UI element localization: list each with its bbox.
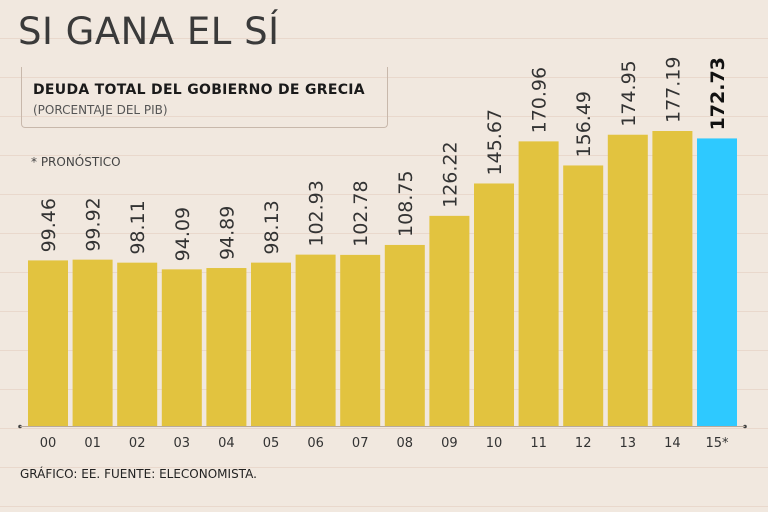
bar-15-forecast — [697, 138, 737, 426]
value-label-13: 174.95 — [618, 60, 640, 126]
bar-11 — [518, 141, 559, 427]
value-label-08: 108.75 — [395, 170, 417, 236]
value-label-14: 177.19 — [662, 57, 684, 123]
tick-label-13: 13 — [620, 436, 637, 451]
value-label-15-forecast: 172.73 — [707, 57, 729, 130]
bar-03 — [161, 269, 202, 426]
bar-04 — [206, 268, 247, 426]
bar-07 — [340, 254, 381, 426]
chart-subtitle: (PORCENTAJE DEL PIB) — [33, 103, 168, 117]
value-label-09: 126.22 — [439, 141, 461, 207]
bar-14 — [652, 131, 693, 426]
tick-label-10: 10 — [486, 436, 503, 451]
value-label-01: 99.92 — [83, 197, 105, 251]
chart-title-box — [21, 67, 388, 128]
headline: SI GANA EL SÍ — [18, 10, 280, 53]
value-label-06: 102.93 — [306, 180, 328, 246]
value-label-11: 170.96 — [529, 67, 551, 133]
tick-label-01: 01 — [84, 436, 101, 451]
value-label-10: 145.67 — [484, 109, 506, 175]
tick-label-15-forecast: 15* — [705, 436, 729, 451]
value-label-00: 99.46 — [38, 198, 60, 252]
bar-13 — [607, 134, 648, 427]
value-label-04: 94.89 — [216, 206, 238, 260]
value-label-12: 156.49 — [573, 91, 595, 157]
tick-label-14: 14 — [664, 436, 681, 451]
tick-label-03: 03 — [174, 436, 191, 451]
tick-label-08: 08 — [397, 436, 414, 451]
chart-value-labels: 99.46 99.92 98.11 94.09 94.89 98.13 102.93 102.… — [38, 57, 729, 262]
bar-12 — [563, 165, 604, 426]
value-label-07: 102.78 — [350, 180, 372, 246]
bar-01 — [72, 259, 113, 426]
bar-05 — [251, 262, 291, 426]
tick-label-12: 12 — [575, 436, 592, 451]
tick-label-04: 04 — [218, 436, 235, 451]
chart-bars — [28, 131, 737, 427]
tick-label-05: 05 — [263, 436, 280, 451]
chart-title: DEUDA TOTAL DEL GOBIERNO DE GRECIA — [33, 82, 365, 98]
bar-09 — [429, 215, 470, 426]
value-label-02: 98.11 — [127, 200, 149, 254]
bar-08 — [384, 244, 425, 426]
bar-02 — [117, 262, 158, 426]
tick-label-07: 07 — [352, 436, 369, 451]
tick-label-00: 00 — [40, 436, 57, 451]
forecast-note: * PRONÓSTICO — [31, 155, 121, 169]
tick-label-06: 06 — [307, 436, 324, 451]
bar-00 — [28, 260, 68, 426]
tick-label-09: 09 — [441, 436, 458, 451]
bar-06 — [295, 254, 336, 426]
value-label-05: 98.13 — [261, 200, 283, 254]
tick-label-02: 02 — [129, 436, 146, 451]
source-credit: GRÁFICO: EE. FUENTE: ELECONOMISTA. — [20, 467, 257, 481]
chart-tick-labels: 00 01 02 03 04 05 06 07 08 09 10 11 12 13 14 15* — [40, 436, 729, 451]
bar-10 — [474, 183, 514, 426]
value-label-03: 94.09 — [172, 207, 194, 261]
tick-label-11: 11 — [530, 436, 547, 451]
